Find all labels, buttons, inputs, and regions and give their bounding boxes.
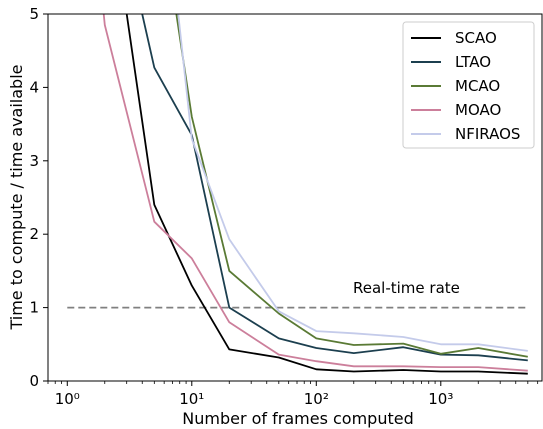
series-line-scao — [125, 14, 528, 375]
series-line-ltao — [141, 14, 528, 362]
legend-label-moao: MOAO — [455, 101, 501, 119]
legend-label-mcao: MCAO — [455, 77, 500, 95]
y-tick-label: 0 — [29, 372, 39, 390]
y-tick-label: 2 — [29, 225, 39, 243]
legend-frame — [402, 21, 535, 149]
y-tick-label: 5 — [29, 5, 39, 23]
x-tick-label: 10² — [304, 390, 329, 408]
y-axis-label: Time to compute / time available — [7, 65, 26, 331]
series-line-nfiraos — [177, 14, 528, 352]
x-tick-label: 10⁰ — [55, 390, 80, 408]
y-tick-label: 4 — [29, 78, 39, 96]
x-axis-label: Number of frames computed — [182, 409, 413, 428]
legend-label-nfiraos: NFIRAOS — [455, 125, 520, 143]
legend-label-ltao: LTAO — [455, 53, 491, 71]
plot-frame — [47, 13, 543, 382]
series-lines — [102, 14, 528, 375]
series-line-moao — [102, 14, 528, 372]
series-line-mcao — [175, 14, 528, 358]
legend: SCAO LTAO MCAO MOAO NFIRAOS — [402, 21, 535, 149]
x-tick-label: 10³ — [428, 390, 453, 408]
real-time-rate-label: Real-time rate — [353, 279, 460, 297]
legend-label-scao: SCAO — [455, 29, 497, 47]
y-tick-label: 1 — [29, 299, 39, 317]
x-tick-label: 10¹ — [179, 390, 204, 408]
reference-line-group: Real-time rate — [67, 279, 528, 309]
y-tick-label: 3 — [29, 152, 39, 170]
